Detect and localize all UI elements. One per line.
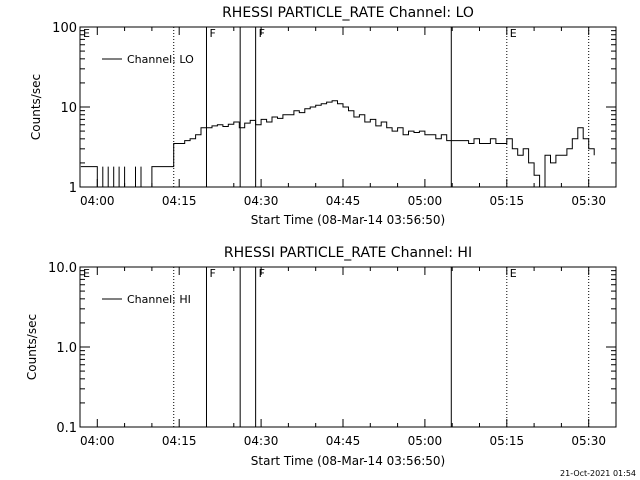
- hi-tick-layer: 04:00 04:15 04:30 04:45 05:00 05:15 05:30 0.1 1.…: [48, 261, 617, 448]
- lo-y-tick-label: 1: [69, 181, 77, 196]
- lo-y-axis-label: Counts/sec: [29, 74, 43, 140]
- hi-chart-title: RHESSI PARTICLE_RATE Channel: HI: [224, 245, 472, 261]
- hi-y-tick-label: 0.1: [56, 421, 77, 436]
- lo-series-line: [80, 100, 595, 188]
- hi-marker-label: F: [209, 267, 215, 280]
- hi-y-tick-label: 1.0: [56, 341, 77, 356]
- lo-x-tick-label: 04:00: [80, 194, 115, 208]
- hi-x-tick-label: 05:30: [571, 434, 606, 448]
- lo-legend-label: Channel: LO: [127, 53, 194, 66]
- hi-marker-label: E: [510, 267, 517, 280]
- hi-marker-label: F: [259, 267, 265, 280]
- lo-x-tick-label: 04:45: [326, 194, 361, 208]
- lo-plot-frame: [79, 26, 617, 188]
- lo-x-axis-label: Start Time (08-Mar-14 03:56:50): [251, 213, 445, 227]
- hi-x-tick-label: 05:15: [490, 434, 525, 448]
- lo-legend: Channel: LO: [102, 53, 194, 66]
- hi-x-tick-label: 04:45: [326, 434, 361, 448]
- lo-series-layer: [80, 100, 595, 188]
- hi-marker-label: E: [83, 267, 90, 280]
- hi-y-tick-label: 10.0: [48, 261, 77, 276]
- hi-legend: Channel: HI: [102, 293, 191, 306]
- lo-x-tick-label: 05:30: [571, 194, 606, 208]
- hi-x-tick-label: 05:00: [408, 434, 443, 448]
- lo-y-tick-label: 10: [60, 101, 77, 116]
- hi-x-tick-label: 04:30: [244, 434, 279, 448]
- hi-y-axis-label: Counts/sec: [25, 314, 39, 380]
- hi-legend-label: Channel: HI: [127, 293, 191, 306]
- lo-x-tick-label: 04:15: [162, 194, 197, 208]
- hi-x-tick-label: 04:15: [162, 434, 197, 448]
- hi-x-tick-label: 04:00: [80, 434, 115, 448]
- lo-marker-label: F: [259, 27, 265, 40]
- lo-marker-label: F: [209, 27, 215, 40]
- generation-timestamp: 21-Oct-2021 01:54: [560, 469, 636, 478]
- lo-x-tick-label: 04:30: [244, 194, 279, 208]
- lo-chart-title: RHESSI PARTICLE_RATE Channel: LO: [222, 5, 474, 21]
- lo-marker-label: E: [510, 27, 517, 40]
- lo-x-tick-label: 05:15: [490, 194, 525, 208]
- hi-channel-panel: RHESSI PARTICLE_RATE Channel: HI Counts/…: [25, 245, 617, 468]
- lo-tick-layer: 04:00 04:15 04:30 04:45 05:00 05:15 05:30 1 10 10…: [52, 21, 617, 208]
- hi-x-axis-label: Start Time (08-Mar-14 03:56:50): [251, 454, 445, 468]
- lo-y-tick-label: 100: [52, 21, 77, 36]
- lo-channel-panel: RHESSI PARTICLE_RATE Channel: LO Counts/…: [29, 5, 617, 227]
- lo-marker-label: E: [83, 27, 90, 40]
- hi-plot-frame: [79, 266, 617, 428]
- lo-x-tick-label: 05:00: [408, 194, 443, 208]
